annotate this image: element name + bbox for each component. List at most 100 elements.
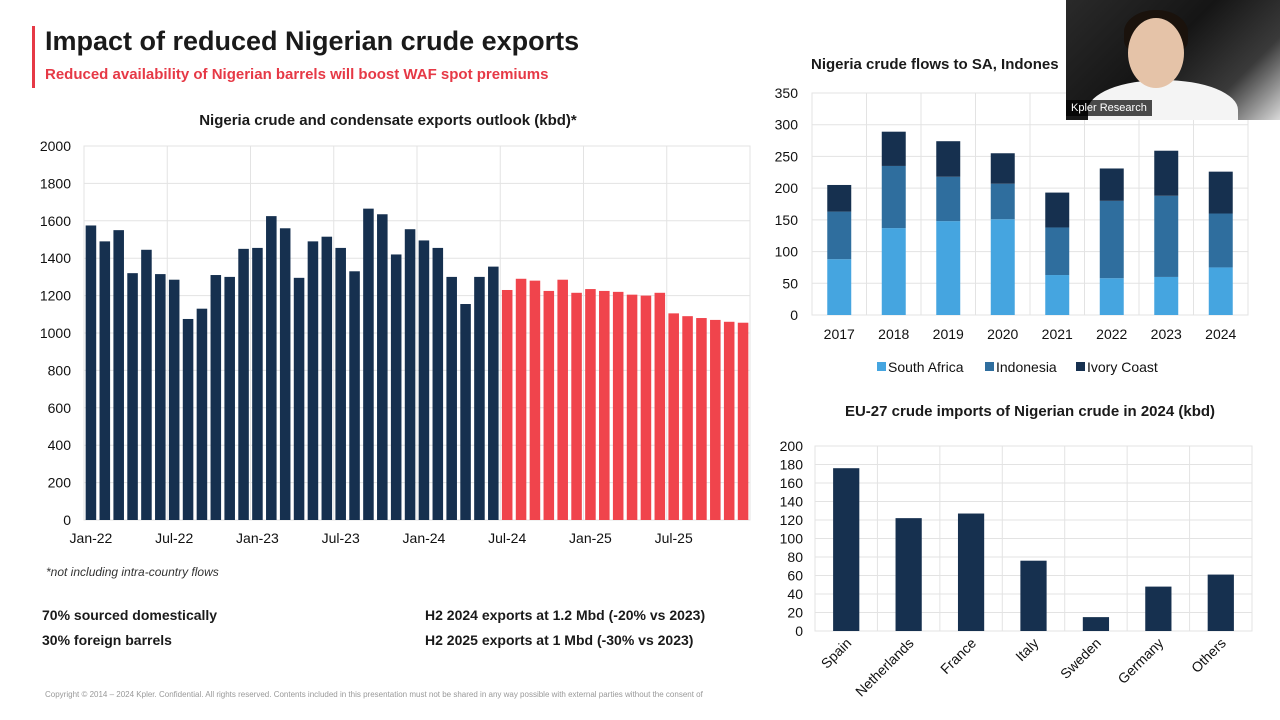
chart1-y-tick-label: 800 [48,362,72,378]
chart1-bar-forecast [612,291,624,520]
chart2-legend-label: Indonesia [996,359,1057,375]
chart2-bar-ivory-coast [1045,192,1070,228]
chart1-y-tick-label: 400 [48,437,72,453]
chart2-bar-indonesia [1099,200,1124,279]
chart2-bar-south-africa [936,221,961,315]
chart2-x-tick-label: 2017 [824,326,855,342]
chart1-title: Nigeria crude and condensate exports out… [199,112,577,129]
chart3-bar [1020,560,1047,631]
slide-title: Impact of reduced Nigerian crude exports [45,26,580,56]
chart2-y-tick-label: 100 [775,244,799,260]
chart1-y-tick-label: 200 [48,475,72,491]
chart1-x-tick-label: Jul-25 [655,530,693,546]
chart3-bar [833,468,860,631]
chart2-y-tick-label: 200 [775,180,799,196]
chart1-y-tick-label: 0 [63,512,71,528]
chart1-bar-historical [210,275,222,520]
chart1-bar-historical [474,276,485,520]
chart1-bar-historical [168,279,180,520]
chart3-bar [1207,574,1234,631]
chart3-y-tick-label: 160 [780,475,804,491]
chart1-y-tick-label: 1000 [40,325,71,341]
chart1-bar-historical [113,230,124,520]
chart2-bar-indonesia [881,165,906,229]
chart1-bar-historical [293,277,305,520]
chart3-bar [895,518,922,631]
chart2-bar-south-africa [881,228,906,315]
chart3-x-tick-label: Spain [818,635,855,672]
chart1-bar-historical [390,254,402,520]
chart3-y-tick-label: 60 [787,568,803,584]
chart2-y-tick-label: 150 [775,212,799,228]
chart1-bar-forecast [668,313,679,520]
chart1-bar-forecast [682,316,693,520]
chart2-bar-south-africa [1154,276,1179,315]
chart1-bar-forecast [654,292,666,520]
chart2-bar-ivory-coast [1208,171,1233,214]
chart1-bar-historical [182,318,194,520]
chart3-x-tick-label: Germany [1114,635,1166,687]
chart1-bar-historical [321,236,333,520]
chart3-y-tick-label: 0 [795,623,803,639]
chart1-y-tick-label: 600 [48,400,72,416]
chart3-x-tick-label: France [937,635,979,677]
chart1-bar-historical [418,240,430,520]
chart3-y-tick-label: 200 [780,438,804,454]
chart2-y-tick-label: 0 [790,307,798,323]
note-h2-2025: H2 2025 exports at 1 Mbd (-30% vs 2023) [425,632,694,648]
chart3-y-tick-label: 180 [780,457,804,473]
chart2-bar-indonesia [827,211,852,260]
copyright-notice: Copyright © 2014 – 2024 Kpler. Confident… [45,690,703,699]
chart1-bar-historical [238,248,249,520]
chart2-y-tick-label: 50 [782,275,798,291]
title-accent-bar [32,26,35,88]
chart3-y-tick-label: 20 [787,605,803,621]
chart2-y-tick-label: 300 [775,117,799,133]
chart3-title: EU-27 crude imports of Nigerian crude in… [845,403,1215,420]
chart2-x-tick-label: 2022 [1096,326,1127,342]
chart1-bar-forecast [696,318,707,520]
webcam-label: Kpler Research [1066,100,1152,116]
chart2-title: Nigeria crude flows to SA, Indones [811,56,1059,73]
chart3-x-tick-label: Others [1188,635,1229,676]
chart3-bar [1082,617,1110,631]
chart3-x-tick-label: Netherlands [852,635,917,700]
chart2-x-tick-label: 2020 [987,326,1018,342]
presenter-webcam: Kpler Research [1066,0,1280,120]
note-foreign: 30% foreign barrels [42,632,172,648]
chart2-x-tick-label: 2018 [878,326,909,342]
chart-footnote: *not including intra-country flows [46,565,219,579]
chart1-bar-forecast [599,290,610,520]
chart2-bar-ivory-coast [881,131,906,166]
note-domestic: 70% sourced domestically [42,607,218,623]
chart2-bar-indonesia [936,176,961,222]
chart1-bar-forecast [710,319,721,520]
chart3-bar [1145,586,1172,631]
chart1-bar-historical [307,241,319,520]
chart1-y-tick-label: 1200 [40,288,71,304]
chart1-bar-historical [127,273,138,520]
chart1-x-tick-label: Jul-23 [322,530,360,546]
chart2-legend-label: Ivory Coast [1087,359,1158,375]
chart3-y-tick-label: 100 [780,531,804,547]
chart1-bar-historical [432,247,444,521]
chart2-bar-ivory-coast [936,141,961,177]
chart2-legend-swatch [1076,362,1085,371]
chart1-bar-historical [99,241,111,520]
chart2-bar-indonesia [1208,213,1233,268]
chart2-bar-ivory-coast [1154,150,1179,196]
chart2-legend-swatch [877,362,886,371]
chart2-bar-indonesia [1154,195,1179,277]
chart2-bar-indonesia [1045,227,1070,276]
chart2-y-tick-label: 250 [775,148,799,164]
chart2-x-tick-label: 2019 [933,326,964,342]
chart2-legend-label: South Africa [888,359,964,375]
chart1-bar-historical [155,274,166,520]
presenter-face [1128,18,1184,88]
chart3-y-tick-label: 140 [780,494,804,510]
chart2-bar-south-africa [1045,275,1070,315]
chart1-x-tick-label: Jan-23 [236,530,279,546]
chart1-bar-historical [446,276,457,520]
chart1-bar-forecast [571,292,582,520]
